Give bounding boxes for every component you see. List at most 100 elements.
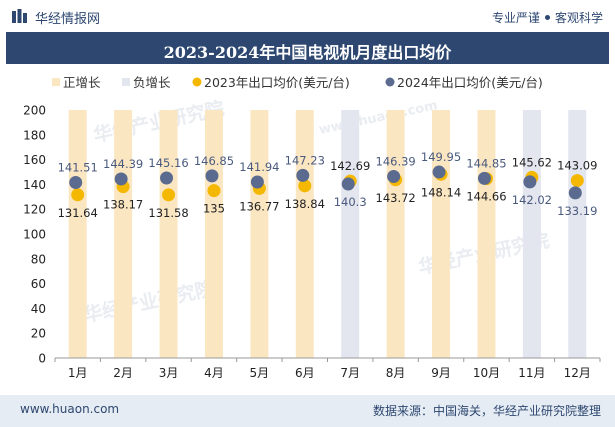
- x-tick-label: 11月: [518, 366, 545, 380]
- data-label-2023-10: 144.66: [466, 190, 506, 204]
- point-2024-3: [160, 171, 174, 185]
- point-2024-12: [568, 186, 582, 200]
- data-label-2024-7: 140.3: [334, 195, 367, 209]
- bar-11: [522, 110, 541, 358]
- bar-1: [68, 110, 87, 358]
- bar-5: [250, 110, 269, 358]
- x-tick-label: 4月: [204, 366, 224, 380]
- point-2024-10: [477, 171, 491, 185]
- logo-text: 华经情报网: [35, 12, 101, 27]
- x-tick-label: 8月: [386, 366, 406, 380]
- huajing-logo-icon: [12, 9, 27, 23]
- slogan: 专业严谨 客观科学: [492, 9, 603, 26]
- legend: 正增长 负增长 2023年出口均价(美元/台) 2024年出口均价(美元/台): [52, 75, 543, 90]
- data-label-2023-6: 138.84: [285, 197, 325, 211]
- title-bar: 2023-2024年中国电视机月度出口均价: [6, 32, 609, 64]
- bar-6: [295, 110, 314, 358]
- footer: www.huaon.com 数据来源：中国海关，华经产业研究院整理: [0, 395, 615, 427]
- point-2024-6: [296, 168, 310, 182]
- point-2023-12: [570, 174, 584, 188]
- point-2024-11: [523, 175, 537, 189]
- data-label-2024-4: 146.85: [194, 154, 234, 168]
- legend-swatch-2: [122, 78, 130, 86]
- point-2023-4: [207, 184, 221, 198]
- bars: [68, 110, 587, 358]
- slogan-left: 专业严谨: [491, 11, 540, 25]
- y-tick-label: 180: [23, 128, 46, 142]
- data-label-2024-12: 133.19: [557, 204, 597, 218]
- data-label-2023-11: 145.62: [512, 155, 552, 169]
- data-label-2023-1: 131.64: [58, 206, 98, 220]
- data-label-2023-9: 148.14: [421, 185, 461, 199]
- point-2023-3: [162, 188, 176, 202]
- data-label-2024-1: 141.51: [58, 161, 98, 175]
- slogan-dot-icon: [544, 15, 550, 20]
- point-2024-8: [387, 169, 401, 183]
- data-label-2023-4: 135: [203, 202, 225, 216]
- footer-website: www.huaon.com: [20, 402, 120, 416]
- watermark-url-1: www.huaon.com: [318, 98, 439, 138]
- points: [69, 165, 584, 202]
- x-tick-label: 2月: [113, 366, 133, 380]
- data-label-2024-8: 146.39: [376, 154, 416, 168]
- point-2024-9: [432, 165, 446, 179]
- x-tick-label: 9月: [431, 366, 451, 380]
- data-label-2024-11: 142.02: [512, 193, 552, 207]
- top-bar: 华经情报网 专业严谨 客观科学: [0, 0, 615, 32]
- x-tick-label: 3月: [159, 366, 179, 380]
- legend-label-2: 负增长: [133, 75, 171, 90]
- data-labels: 141.51 131.64 144.39 138.17 145.16 131.58 146.…: [58, 150, 598, 220]
- x-tick-label: 7月: [340, 366, 360, 380]
- data-label-2023-12: 143.09: [557, 159, 597, 173]
- x-tick-label: 6月: [295, 366, 315, 380]
- bar-10: [477, 110, 496, 358]
- bar-3: [159, 110, 178, 358]
- x-tick-label: 10月: [473, 366, 500, 380]
- data-label-2024-9: 149.95: [421, 150, 461, 164]
- legend-label-4: 2024年出口均价(美元/台): [397, 75, 543, 90]
- data-label-2023-5: 136.77: [239, 199, 279, 213]
- y-axis: 0 20 40 60 80 100 120 140 160 180 200: [23, 104, 46, 366]
- y-tick-label: 160: [23, 153, 46, 167]
- y-tick-label: 200: [23, 104, 46, 118]
- bar-8: [386, 110, 405, 358]
- data-label-2024-10: 144.85: [466, 156, 506, 170]
- data-label-2023-2: 138.17: [103, 198, 143, 212]
- y-tick-label: 40: [31, 302, 46, 316]
- point-2024-4: [205, 169, 219, 183]
- bar-12: [568, 110, 587, 358]
- legend-swatch-1: [52, 78, 60, 86]
- legend-marker-3: [192, 77, 202, 87]
- data-label-2024-2: 144.39: [103, 157, 143, 171]
- point-2024-1: [69, 176, 83, 190]
- data-label-2024-3: 145.16: [148, 156, 188, 170]
- chart: 华经产业研究院 www.huaon.com 华经产业研究院 华经产业研究院 正增…: [23, 75, 601, 380]
- data-label-2023-8: 143.72: [376, 191, 416, 205]
- x-axis: 1月 2月 3月 4月 5月 6月 7月 8月 9月 10月 11月 12月: [54, 358, 601, 380]
- chart-title: 2023-2024年中国电视机月度出口均价: [163, 43, 452, 62]
- bar-2: [114, 110, 133, 358]
- watermark-2: 华经产业研究院: [81, 277, 216, 327]
- legend-marker-4: [385, 77, 395, 87]
- data-label-2023-3: 131.58: [148, 206, 188, 220]
- bar-7: [341, 110, 360, 358]
- point-2024-5: [250, 175, 264, 189]
- footer-source: 数据来源：中国海关，华经产业研究院整理: [372, 404, 601, 418]
- point-2023-1: [71, 188, 85, 202]
- y-tick-label: 0: [38, 352, 46, 366]
- y-tick-label: 80: [31, 252, 46, 266]
- point-2024-2: [114, 172, 128, 186]
- legend-label-1: 正增长: [63, 75, 101, 90]
- data-label-2023-7: 142.69: [330, 159, 370, 173]
- y-tick-label: 140: [23, 178, 46, 192]
- bar-9: [432, 110, 451, 358]
- data-label-2024-5: 141.94: [239, 160, 279, 174]
- point-2024-7: [341, 177, 355, 191]
- y-tick-label: 60: [31, 277, 46, 291]
- legend-label-3: 2023年出口均价(美元/台): [204, 75, 350, 90]
- point-2023-6: [298, 179, 312, 193]
- x-tick-label: 5月: [250, 366, 270, 380]
- slogan-right: 客观科学: [554, 11, 603, 25]
- bar-4: [204, 110, 223, 358]
- x-tick-label: 12月: [564, 366, 591, 380]
